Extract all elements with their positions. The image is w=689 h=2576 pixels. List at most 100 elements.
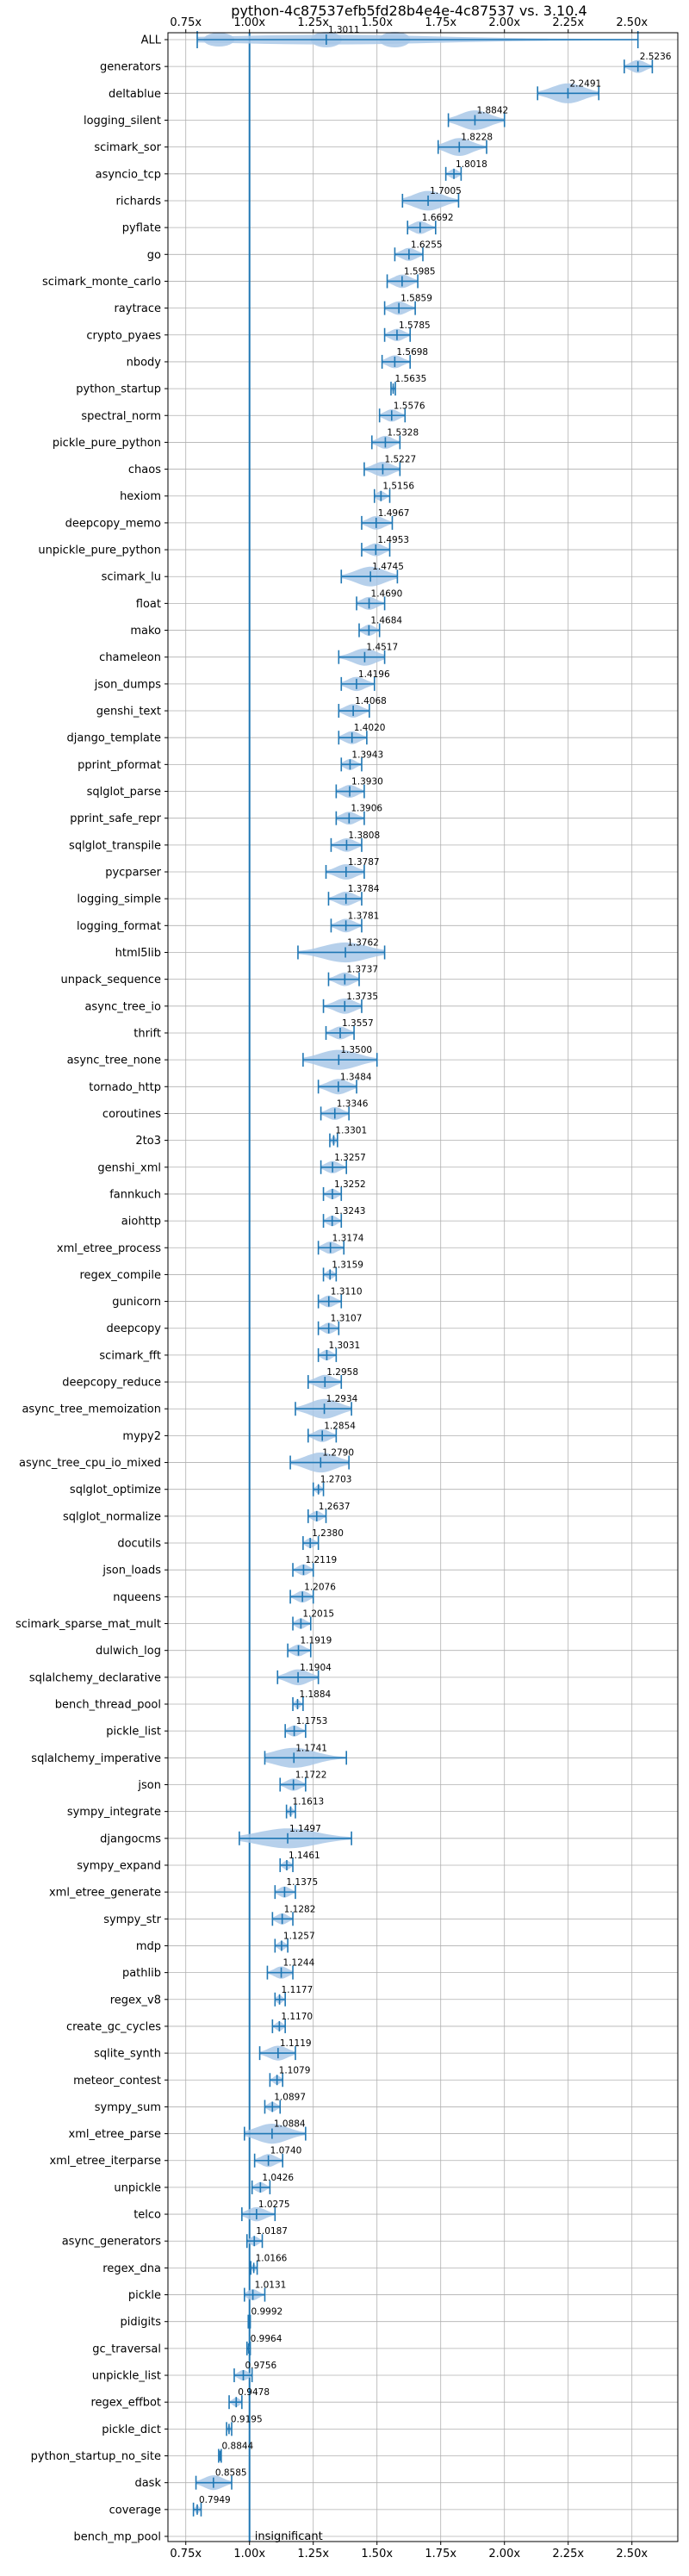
y-tick-label: bench_mp_pool	[73, 2531, 161, 2544]
value-label: 1.4953	[377, 535, 409, 545]
y-tick-label: python_startup_no_site	[31, 2450, 161, 2463]
value-label: 1.1753	[296, 1716, 328, 1727]
y-tick-label: pprint_safe_repr	[70, 812, 161, 825]
y-axis-labels: ALL generators deltablue logging_silentscim…	[16, 34, 168, 2544]
value-label: 1.1244	[283, 1958, 315, 1969]
y-tick-label: sqlalchemy_imperative	[31, 1752, 161, 1765]
value-label: 1.4745	[372, 562, 404, 572]
value-label: 1.1177	[282, 1985, 313, 1995]
y-tick-label: mypy2	[122, 1430, 161, 1443]
value-label: 1.1884	[299, 1689, 331, 1700]
y-tick-label: django_template	[67, 732, 161, 745]
value-label: 1.5156	[382, 482, 414, 492]
value-label: 1.1741	[295, 1743, 327, 1753]
x-tick-label-bottom: 1.50x	[361, 2548, 393, 2560]
value-label: 1.1613	[292, 1797, 324, 1808]
y-tick-label: richards	[116, 195, 162, 208]
y-tick-label: deepcopy_memo	[65, 517, 161, 530]
y-tick-label: pidigits	[121, 2316, 162, 2329]
value-label: 1.0426	[262, 2173, 294, 2183]
y-tick-label: dask	[134, 2477, 161, 2490]
y-tick-label: unpickle_list	[92, 2370, 161, 2383]
y-tick-label: crypto_pyaes	[86, 329, 161, 342]
y-tick-label: sqlglot_transpile	[69, 839, 161, 852]
y-tick-label: sympy_str	[103, 1913, 161, 1926]
y-tick-label: sympy_integrate	[67, 1806, 161, 1819]
y-tick-label: logging_format	[77, 920, 161, 933]
y-tick-label: sympy_sum	[95, 2101, 161, 2114]
value-label: 1.1904	[300, 1663, 332, 1673]
y-tick-label: async_tree_memoization	[22, 1403, 161, 1416]
value-label: 1.5859	[400, 294, 432, 304]
y-tick-label: telco	[133, 2209, 161, 2222]
y-tick-label: scimark_sor	[94, 141, 161, 154]
y-tick-label: sqlite_synth	[94, 2048, 161, 2061]
whiskers	[192, 31, 654, 2517]
value-label: 1.2015	[302, 1609, 334, 1620]
x-tick-label-top: 2.50x	[616, 16, 648, 29]
value-label: 1.6692	[422, 213, 454, 223]
value-label: 1.1257	[283, 1931, 315, 1941]
value-label: 1.4196	[358, 669, 390, 680]
y-tick-label: gunicorn	[112, 1296, 161, 1309]
value-label: 1.3943	[351, 750, 383, 760]
y-tick-label: spectral_norm	[81, 410, 161, 423]
value-label: 1.0740	[270, 2146, 302, 2156]
y-tick-label: meteor_contest	[73, 2075, 161, 2088]
x-tick-label-top: 0.75x	[170, 16, 202, 29]
value-label: 1.4020	[354, 723, 386, 733]
value-label: 1.2380	[312, 1528, 344, 1539]
value-label: 1.1722	[295, 1770, 327, 1780]
value-label: 1.6255	[411, 240, 443, 250]
value-label: 1.8018	[456, 159, 487, 170]
y-tick-label: asyncio_tcp	[96, 168, 161, 181]
x-tick-label-top: 1.75x	[425, 16, 456, 29]
value-label: 1.3346	[337, 1098, 369, 1109]
value-label: 1.3808	[348, 831, 380, 841]
value-label: 1.4517	[366, 643, 398, 653]
value-label: 0.8585	[215, 2468, 247, 2479]
y-tick-label: python_startup	[76, 383, 161, 396]
y-tick-label: scimark_monte_carlo	[42, 276, 161, 289]
value-label: 1.0884	[274, 2119, 306, 2130]
value-label: 1.3500	[340, 1045, 372, 1055]
value-label: 0.9964	[251, 2334, 282, 2344]
y-tick-label: tornado_http	[89, 1081, 161, 1094]
y-tick-label: json_dumps	[94, 678, 161, 691]
value-label: 1.8842	[476, 105, 508, 115]
value-label: 1.3031	[328, 1341, 360, 1351]
y-tick-label: pyflate	[122, 222, 161, 235]
value-label: 1.0897	[274, 2092, 306, 2102]
y-tick-label: genshi_xml	[97, 1161, 161, 1174]
y-tick-label: mako	[130, 625, 161, 638]
chart-title: python-4c87537efb5fd28b4e4e-4c87537 vs. …	[231, 3, 587, 19]
value-label: 0.8844	[222, 2442, 254, 2452]
y-tick-label: xml_etree_generate	[49, 1887, 161, 1900]
value-label: 1.5698	[396, 347, 428, 358]
value-label: 1.2703	[320, 1475, 352, 1485]
value-label: 1.3301	[335, 1126, 367, 1136]
value-label: 1.5576	[394, 401, 425, 411]
insignificant-label: insignificant	[255, 2530, 323, 2543]
x-tick-label-top: 2.00x	[488, 16, 520, 29]
y-tick-label: fannkuch	[109, 1188, 161, 1201]
x-tick-label-top: 1.50x	[361, 16, 393, 29]
value-label: 1.4690	[371, 588, 403, 599]
y-tick-label: logging_simple	[77, 893, 161, 906]
value-label: 1.1497	[289, 1824, 321, 1834]
grid	[168, 33, 678, 2542]
value-label: 1.3735	[346, 992, 378, 1002]
value-label: 1.1919	[301, 1636, 332, 1646]
y-tick-label: scimark_sparse_mat_mult	[16, 1618, 161, 1631]
y-tick-label: coroutines	[102, 1108, 161, 1121]
value-label: 1.5227	[384, 455, 416, 465]
y-tick-label: sqlglot_parse	[87, 786, 161, 799]
y-tick-label: aiohttp	[121, 1216, 161, 1229]
x-tick-label-top: 1.25x	[297, 16, 329, 29]
y-tick-label: regex_dna	[102, 2262, 161, 2275]
y-tick-label: deepcopy	[106, 1322, 161, 1335]
x-tick-label-bottom: 2.25x	[552, 2548, 584, 2560]
y-tick-label: pickle_pure_python	[53, 437, 161, 450]
y-tick-label: xml_etree_iterparse	[49, 2155, 161, 2168]
